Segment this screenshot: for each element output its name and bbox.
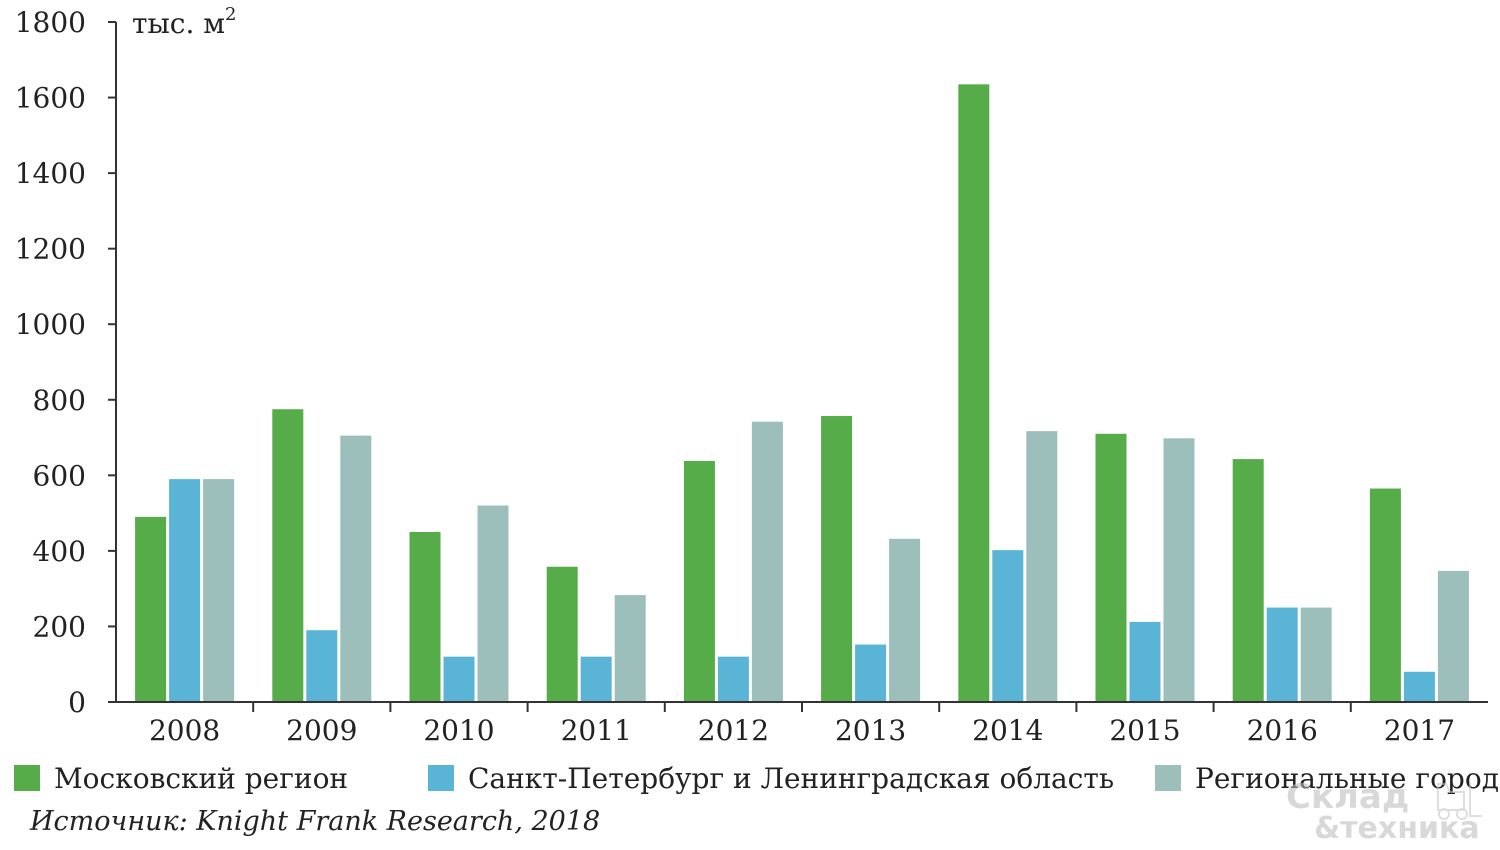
x-tick-label: 2017: [1384, 714, 1455, 747]
bar-spb-2009: [306, 630, 338, 702]
bar-regions-2009: [340, 435, 372, 702]
x-tick-label: 2014: [972, 714, 1043, 747]
y-tick-label: 1400: [15, 157, 86, 190]
y-tick-label: 1000: [15, 308, 86, 341]
bar-spb-2016: [1266, 607, 1298, 702]
bar-spb-2010: [443, 656, 475, 702]
y-tick-label: 200: [33, 610, 86, 643]
bar-moscow-2009: [272, 409, 304, 702]
y-tick-label: 600: [33, 459, 86, 492]
legend-item-moscow: Московский регион: [14, 756, 348, 800]
bar-spb-2012: [717, 656, 749, 702]
watermark-line1: Склад: [1286, 777, 1409, 817]
source-note: Источник: Knight Frank Research, 2018: [30, 806, 601, 837]
y-tick-label: 0: [68, 686, 86, 719]
y-axis-ticks: 0 200 400 600 800 1000 1200 1400 1600 1800: [15, 6, 116, 719]
bar-regions-2012: [751, 421, 783, 702]
x-tick-label: 2011: [561, 714, 632, 747]
legend-label-spb: Санкт-Петербург и Ленинградская область: [468, 761, 1115, 795]
bars: [135, 84, 1469, 703]
y-tick-label: 800: [33, 384, 86, 417]
bar-regions-2014: [1026, 431, 1058, 702]
legend-item-spb: Санкт-Петербург и Ленинградская область: [428, 756, 1114, 800]
x-tick-label: 2012: [698, 714, 769, 747]
y-tick-label: 400: [33, 535, 86, 568]
bar-moscow-2014: [958, 84, 990, 703]
bar-regions-2010: [477, 505, 509, 702]
bar-regions-2011: [614, 595, 646, 702]
bar-regions-2008: [203, 479, 235, 702]
bar-spb-2015: [1129, 621, 1161, 702]
bar-spb-2014: [992, 550, 1024, 702]
x-tick-label: 2015: [1109, 714, 1180, 747]
x-tick-label: 2010: [423, 714, 494, 747]
forklift-icon: [1437, 782, 1482, 820]
legend-label-moscow: Московский регион: [54, 761, 349, 795]
x-axis-ticks: 2008 2009 2010 2011 2012 2013 2014 2015 2016 2017: [149, 702, 1455, 747]
bar-moscow-2013: [821, 416, 853, 702]
bar-regions-2016: [1300, 607, 1332, 702]
bar-moscow-2011: [546, 566, 578, 702]
legend: Московский регион Санкт-Петербург и Лени…: [0, 756, 1500, 800]
bar-moscow-2016: [1232, 459, 1264, 702]
legend-swatch-regions: [1155, 765, 1181, 791]
watermark-line2: &техника: [1314, 811, 1480, 846]
bar-moscow-2017: [1369, 488, 1401, 702]
x-tick-label: 2013: [835, 714, 906, 747]
legend-swatch-moscow: [14, 765, 40, 791]
y-tick-label: 1600: [15, 82, 86, 115]
bar-regions-2013: [889, 538, 921, 702]
x-tick-label: 2016: [1247, 714, 1318, 747]
bar-spb-2017: [1403, 671, 1435, 702]
bar-regions-2017: [1437, 570, 1469, 702]
y-axis-unit-label: тыс. м2: [132, 4, 237, 40]
bar-spb-2008: [169, 479, 201, 702]
watermark-logo: Склад &техника: [1286, 777, 1482, 846]
bar-moscow-2010: [409, 532, 441, 702]
bar-spb-2013: [855, 644, 887, 702]
x-tick-label: 2009: [286, 714, 357, 747]
bar-moscow-2008: [135, 516, 167, 702]
y-tick-label: 1800: [15, 6, 86, 39]
y-tick-label: 1200: [15, 233, 86, 266]
bar-regions-2015: [1163, 438, 1195, 702]
bar-moscow-2012: [683, 460, 715, 702]
bar-spb-2011: [580, 656, 612, 702]
legend-swatch-spb: [428, 765, 454, 791]
bar-moscow-2015: [1095, 433, 1127, 702]
x-tick-label: 2008: [149, 714, 220, 747]
